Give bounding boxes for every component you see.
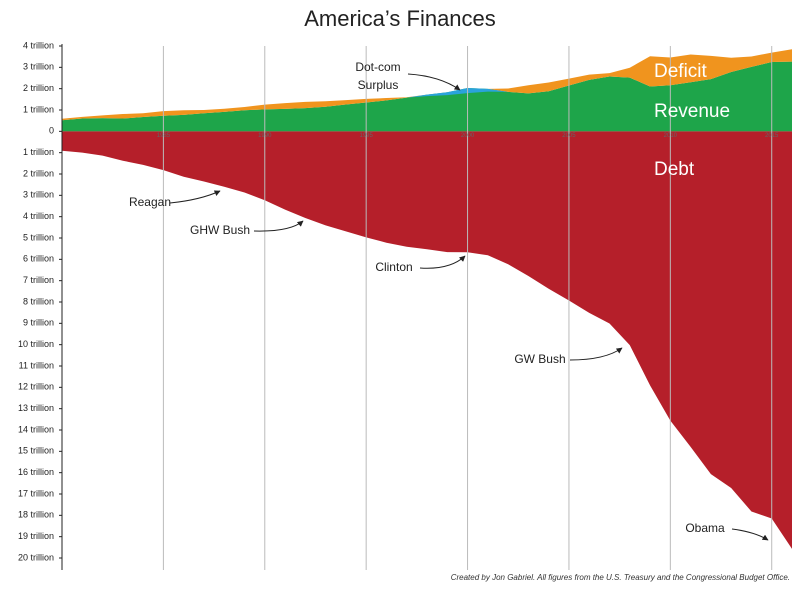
x-tick-label: 1990: [258, 133, 272, 139]
y-tick-label: 3 trillion: [23, 190, 54, 200]
y-tick-label: 14 trillion: [18, 424, 54, 434]
annotation-arrow: [169, 190, 221, 204]
y-tick-label: 13 trillion: [18, 403, 54, 413]
area-0: [62, 61, 792, 132]
y-tick-label: 2 trillion: [23, 83, 54, 93]
y-tick-label: 8 trillion: [23, 296, 54, 306]
annotation: Clinton: [375, 260, 412, 274]
annotation-arrow: [253, 220, 304, 232]
series-label: Revenue: [654, 101, 730, 122]
annotation: Dot-com: [355, 60, 400, 74]
x-tick-label: 2000: [461, 133, 475, 139]
x-tick-label: 1995: [359, 133, 373, 139]
annotation-arrow: [407, 73, 461, 91]
y-tick-label: 18 trillion: [18, 510, 54, 520]
y-tick-label: 1 trillion: [23, 104, 54, 114]
chart-title: America’s Finances: [304, 6, 496, 31]
y-tick-label: 11 trillion: [19, 360, 54, 370]
series-label: Debt: [654, 159, 695, 180]
x-tick-label: 1985: [157, 133, 171, 139]
x-tick-label: 2005: [562, 133, 576, 139]
y-tick-label: 4 trillion: [23, 40, 54, 50]
y-tick-label: 12 trillion: [18, 382, 54, 392]
annotation: Reagan: [129, 195, 171, 209]
annotation: Surplus: [358, 78, 399, 92]
y-tick-label: 20 trillion: [18, 552, 54, 562]
x-tick-label: 2010: [664, 133, 678, 139]
area-1: [62, 49, 792, 121]
annotation-arrow: [731, 528, 769, 541]
annotation-arrow: [569, 347, 623, 361]
y-tick-label: 10 trillion: [18, 339, 54, 349]
series-label: Deficit: [654, 61, 708, 82]
y-tick-label: 15 trillion: [18, 446, 54, 456]
y-tick-label: 7 trillion: [23, 275, 54, 285]
y-tick-label: 17 trillion: [18, 488, 54, 498]
y-tick-label: 9 trillion: [23, 318, 54, 328]
y-tick-label: 19 trillion: [18, 531, 54, 541]
y-tick-label: 3 trillion: [23, 62, 54, 72]
annotation: GW Bush: [514, 352, 565, 366]
y-tick-label: 6 trillion: [23, 254, 54, 264]
y-tick-label: 2 trillion: [23, 168, 54, 178]
y-tick-label: 5 trillion: [23, 232, 54, 242]
y-tick-label: 4 trillion: [23, 211, 54, 221]
area-3: [62, 131, 792, 549]
annotation: Obama: [685, 521, 725, 535]
annotation: GHW Bush: [190, 223, 250, 237]
source-note: Created by Jon Gabriel. All figures from…: [451, 573, 790, 582]
annotation-arrow: [419, 255, 466, 269]
x-tick-label: 2015: [765, 133, 779, 139]
y-tick-label: 1 trillion: [23, 147, 54, 157]
y-tick-label: 16 trillion: [18, 467, 54, 477]
y-tick-label: 0: [49, 126, 54, 136]
